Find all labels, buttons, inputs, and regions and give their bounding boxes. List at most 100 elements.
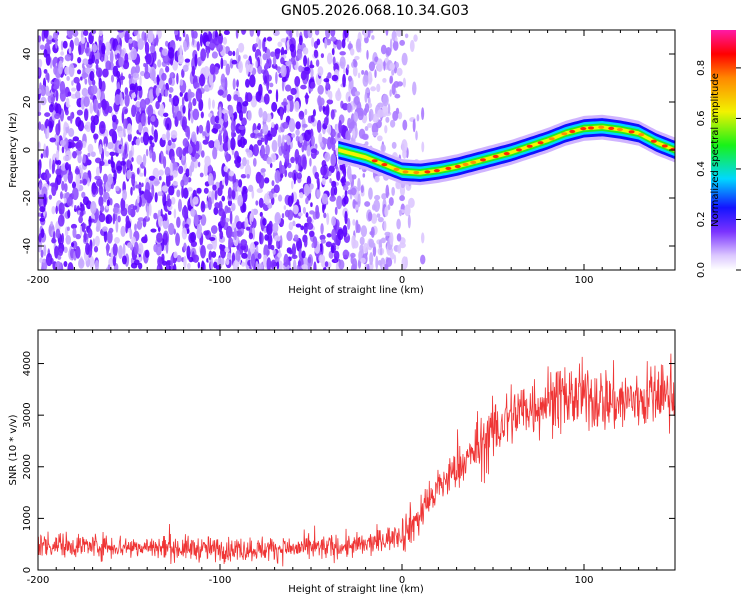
- noise-blob: [374, 56, 379, 63]
- noise-blob: [380, 144, 386, 153]
- noise-blob: [333, 250, 340, 261]
- noise-blob: [345, 130, 351, 142]
- spectrogram-xtick-label: 100: [574, 275, 593, 286]
- noise-blob: [364, 141, 369, 146]
- noise-blob: [108, 227, 114, 234]
- noise-blob: [357, 177, 361, 192]
- noise-blob: [203, 230, 210, 236]
- noise-blob: [377, 217, 384, 223]
- noise-blob: [369, 252, 374, 266]
- noise-blob: [389, 232, 394, 246]
- noise-blob: [192, 108, 200, 121]
- noise-blob: [102, 173, 108, 183]
- noise-blob: [190, 208, 196, 217]
- noise-blob: [187, 145, 193, 154]
- noise-blob: [302, 156, 307, 170]
- noise-blob: [124, 87, 129, 96]
- noise-blob: [206, 49, 209, 59]
- noise-blob: [167, 210, 172, 216]
- noise-blob: [148, 135, 154, 141]
- noise-blob: [172, 170, 178, 178]
- noise-blob: [315, 204, 320, 215]
- noise-blob: [266, 156, 272, 165]
- noise-blob: [238, 54, 241, 62]
- noise-blob: [62, 40, 68, 49]
- noise-blob: [168, 265, 172, 270]
- noise-blob: [210, 115, 216, 125]
- noise-blob: [104, 143, 107, 155]
- spectrogram-marks: [38, 30, 675, 270]
- noise-blob: [326, 52, 333, 65]
- noise-blob: [391, 186, 395, 196]
- noise-blob: [135, 184, 142, 189]
- noise-blob: [52, 159, 56, 174]
- noise-blob: [145, 53, 152, 65]
- noise-blob: [345, 181, 351, 186]
- ridge-peak: [445, 166, 452, 171]
- noise-blob: [343, 195, 349, 205]
- noise-blob: [78, 258, 85, 269]
- noise-blob: [304, 66, 310, 72]
- noise-blob: [112, 65, 119, 77]
- noise-blob: [331, 216, 336, 227]
- ridge-peak: [393, 167, 400, 172]
- noise-blob: [223, 30, 230, 36]
- noise-blob: [231, 189, 236, 200]
- noise-blob: [168, 47, 175, 59]
- noise-blob: [156, 74, 160, 86]
- noise-blob: [263, 177, 270, 184]
- noise-blob: [420, 254, 426, 265]
- noise-blob: [322, 105, 326, 112]
- noise-blob: [199, 172, 204, 178]
- noise-blob: [244, 164, 252, 179]
- noise-blob: [341, 38, 346, 49]
- noise-blob: [354, 55, 360, 61]
- noise-blob: [420, 232, 425, 244]
- noise-blob: [197, 56, 202, 67]
- noise-blob: [388, 196, 394, 206]
- noise-blob: [257, 66, 262, 72]
- noise-blob: [219, 243, 223, 251]
- noise-blob: [262, 218, 267, 226]
- noise-blob: [57, 248, 64, 257]
- noise-blob: [358, 128, 366, 139]
- noise-blob: [330, 245, 335, 254]
- noise-blob: [248, 232, 254, 240]
- noise-blob: [307, 57, 310, 69]
- noise-blob: [133, 241, 139, 256]
- noise-blob: [64, 66, 71, 75]
- noise-blob: [70, 223, 78, 229]
- noise-blob: [151, 151, 156, 163]
- noise-blob: [98, 213, 106, 223]
- noise-blob: [196, 223, 202, 235]
- noise-blob: [277, 66, 281, 74]
- noise-blob: [179, 79, 184, 86]
- noise-blob: [147, 104, 154, 118]
- noise-blob: [139, 172, 144, 177]
- noise-blob: [232, 78, 236, 90]
- noise-blob: [92, 43, 98, 53]
- noise-blob: [157, 226, 161, 233]
- colorbar-ticks: 0.0 0.2 0.4 0.6 0.8: [696, 60, 741, 278]
- noise-blob: [206, 120, 211, 134]
- noise-blob: [313, 49, 319, 59]
- noise-blob: [77, 69, 82, 75]
- noise-blob: [395, 62, 399, 69]
- noise-blob: [175, 232, 180, 247]
- noise-blob: [369, 77, 373, 83]
- noise-blob: [38, 58, 43, 68]
- noise-blob: [235, 249, 241, 263]
- noise-blob: [131, 104, 137, 118]
- noise-blob: [380, 237, 386, 244]
- noise-blob: [170, 72, 174, 78]
- noise-blob: [163, 112, 169, 118]
- noise-blob: [81, 191, 86, 198]
- noise-blob: [141, 182, 144, 187]
- noise-blob: [169, 174, 174, 181]
- noise-blob: [51, 183, 57, 197]
- noise-blob: [287, 171, 293, 178]
- noise-blob: [269, 82, 274, 88]
- noise-blob: [80, 36, 86, 44]
- spectrogram-ytick-label: -40: [22, 238, 33, 254]
- noise-blob: [137, 195, 140, 204]
